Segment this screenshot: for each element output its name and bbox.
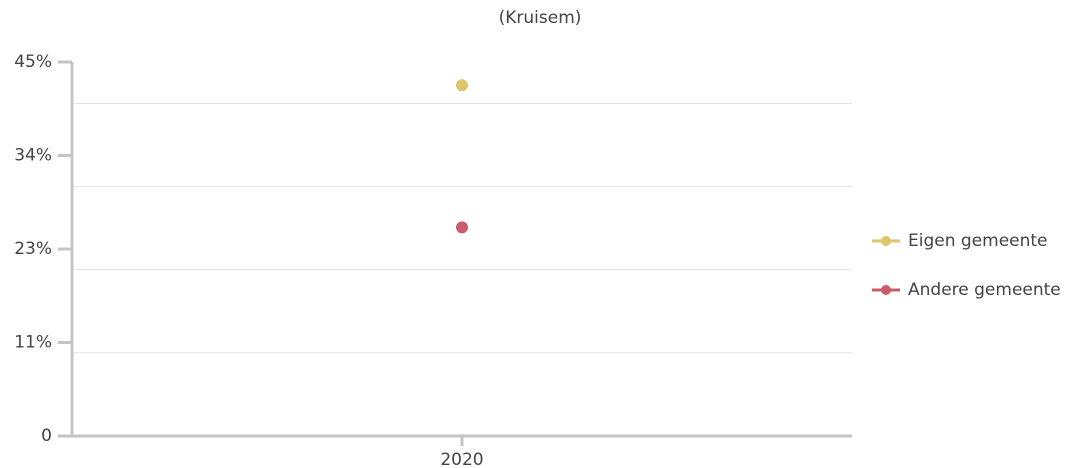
y-tick-label: 23% bbox=[14, 239, 52, 259]
chart-subtitle: (Kruisem) bbox=[499, 8, 582, 28]
legend-label: Eigen gemeente bbox=[908, 231, 1048, 251]
x-tick-label: 2020 bbox=[440, 450, 483, 468]
point bbox=[456, 221, 468, 234]
y-tick-label: 45% bbox=[14, 52, 52, 72]
y-tick-label: 0 bbox=[41, 426, 52, 446]
legend-dot bbox=[881, 236, 891, 246]
legend-label: Andere gemeente bbox=[908, 280, 1061, 300]
y-tick-label: 11% bbox=[14, 333, 52, 353]
point bbox=[456, 79, 468, 92]
y-tick-label: 34% bbox=[14, 146, 52, 166]
legend-dot bbox=[881, 285, 891, 295]
